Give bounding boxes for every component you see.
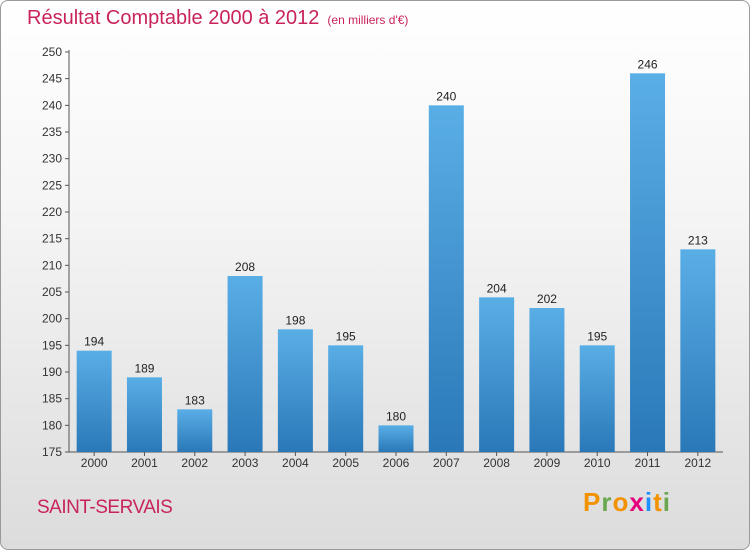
- y-tick-label: 215: [42, 232, 62, 246]
- bar: [227, 276, 263, 452]
- commune-name: SAINT-SERVAIS: [37, 497, 173, 518]
- chart-title: Résultat Comptable 2000 à 2012 (en millie…: [27, 7, 408, 30]
- x-tick-label: 2004: [282, 456, 309, 470]
- bar: [328, 345, 364, 452]
- bar-value-label: 246: [638, 57, 658, 71]
- y-tick-label: 205: [42, 285, 62, 299]
- logo-letter: o: [612, 487, 630, 517]
- y-tick-label: 180: [42, 418, 62, 432]
- bar-value-label: 208: [235, 260, 255, 274]
- chart-bars: 194 189 183 208 198 195 180 240 204 202 195 246 213: [76, 57, 716, 452]
- x-tick-label: 2009: [534, 456, 561, 470]
- y-tick-label: 200: [42, 312, 62, 326]
- x-tick-label: 2010: [584, 456, 611, 470]
- logo-letter: t: [653, 487, 663, 517]
- bar-value-label: 204: [487, 281, 507, 295]
- x-tick-label: 2005: [332, 456, 359, 470]
- x-tick-label: 2008: [483, 456, 510, 470]
- bar-value-label: 180: [386, 409, 406, 423]
- y-tick-label: 220: [42, 205, 62, 219]
- bar-value-label: 198: [285, 313, 305, 327]
- bar: [630, 73, 666, 452]
- x-tick-label: 2012: [684, 456, 711, 470]
- y-tick-label: 210: [42, 258, 62, 272]
- chart-subtitle: (en milliers d'€): [327, 13, 409, 27]
- y-tick-label: 230: [42, 152, 62, 166]
- x-tick-label: 2003: [232, 456, 259, 470]
- x-tick-label: 2002: [181, 456, 208, 470]
- bar: [529, 308, 565, 452]
- y-tick-label: 250: [42, 45, 62, 59]
- bar: [579, 345, 615, 452]
- bar-value-label: 183: [185, 393, 205, 407]
- y-tick-label: 175: [42, 445, 62, 459]
- x-tick-label: 2011: [635, 456, 661, 470]
- y-tick-label: 225: [42, 178, 62, 192]
- y-tick-label: 190: [42, 365, 62, 379]
- bar-value-label: 195: [336, 329, 356, 343]
- proxiti-logo: Proxiti: [583, 487, 671, 518]
- y-tick-label: 245: [42, 72, 62, 86]
- bar: [428, 105, 464, 452]
- logo-letter: P: [583, 487, 602, 517]
- logo-letter: x: [629, 487, 645, 517]
- bar-value-label: 189: [134, 361, 154, 375]
- logo-letter: i: [662, 487, 671, 517]
- bar: [479, 297, 515, 452]
- x-tick-label: 2006: [383, 456, 410, 470]
- bar: [378, 425, 414, 452]
- y-tick-label: 185: [42, 392, 62, 406]
- bar-value-label: 213: [688, 233, 708, 247]
- bar-value-label: 240: [436, 89, 456, 103]
- bar-value-label: 202: [537, 292, 557, 306]
- bar-value-label: 194: [84, 335, 104, 349]
- bar: [277, 329, 313, 452]
- logo-letter: r: [601, 487, 613, 517]
- x-tick-label: 2000: [81, 456, 108, 470]
- y-tick-label: 195: [42, 338, 62, 352]
- x-tick-label: 2007: [433, 456, 460, 470]
- bar: [76, 350, 112, 452]
- bar: [177, 409, 213, 452]
- chart-title-text: Résultat Comptable 2000 à 2012: [27, 7, 320, 29]
- y-tick-label: 235: [42, 125, 62, 139]
- x-tick-label: 2001: [131, 456, 158, 470]
- bar: [126, 377, 162, 452]
- logo-letter: i: [644, 487, 654, 517]
- bar-value-label: 195: [587, 329, 607, 343]
- bar: [680, 249, 716, 452]
- y-tick-label: 240: [42, 98, 62, 112]
